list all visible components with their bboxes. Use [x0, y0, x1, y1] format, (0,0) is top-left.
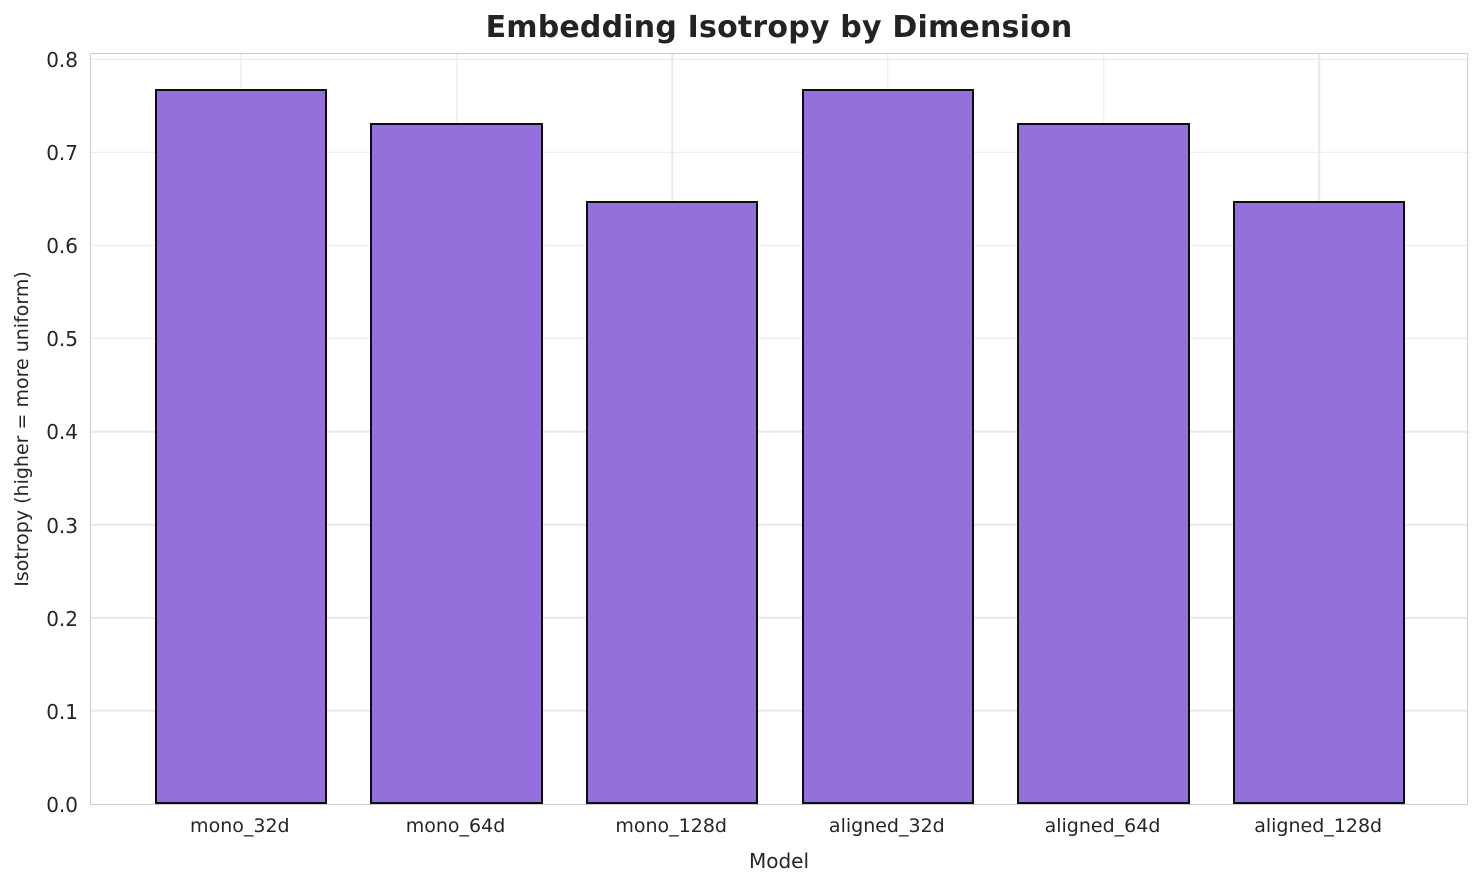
- bar-aligned_128d: [1232, 201, 1406, 804]
- h-gridline: [91, 430, 1467, 433]
- x-tick-label: mono_128d: [615, 815, 727, 837]
- bar-aligned_32d: [801, 88, 975, 804]
- chart-title: Embedding Isotropy by Dimension: [485, 10, 1073, 45]
- h-gridline: [91, 617, 1467, 619]
- y-tick-label: 0.0: [46, 793, 78, 817]
- plot-area: [90, 53, 1468, 805]
- h-gridline: [91, 337, 1467, 340]
- x-tick-label: mono_32d: [190, 815, 290, 837]
- y-tick-label: 0.8: [46, 47, 78, 72]
- y-tick-label: 0.7: [46, 141, 78, 166]
- y-tick-label: 0.1: [46, 699, 78, 724]
- x-axis-label: Model: [748, 849, 810, 873]
- y-tick-label: 0.3: [46, 513, 78, 538]
- y-tick-label: 0.6: [46, 234, 78, 259]
- x-tick-label: aligned_32d: [828, 815, 945, 837]
- y-tick-label: 0.2: [46, 606, 78, 631]
- h-gridline: [91, 710, 1467, 712]
- bar-mono_128d: [585, 201, 759, 804]
- h-gridline: [91, 244, 1467, 246]
- x-tick-label: aligned_128d: [1254, 815, 1383, 837]
- bar-aligned_64d: [1017, 123, 1190, 804]
- x-tick-label: aligned_64d: [1044, 815, 1161, 837]
- h-gridline: [91, 523, 1467, 526]
- h-gridline: [91, 151, 1467, 153]
- y-tick-label: 0.5: [46, 327, 78, 352]
- h-gridline: [91, 58, 1467, 60]
- bar-mono_64d: [370, 123, 543, 804]
- x-tick-label: mono_64d: [405, 815, 506, 837]
- y-tick-label: 0.4: [46, 420, 78, 445]
- bar-mono_32d: [154, 88, 328, 804]
